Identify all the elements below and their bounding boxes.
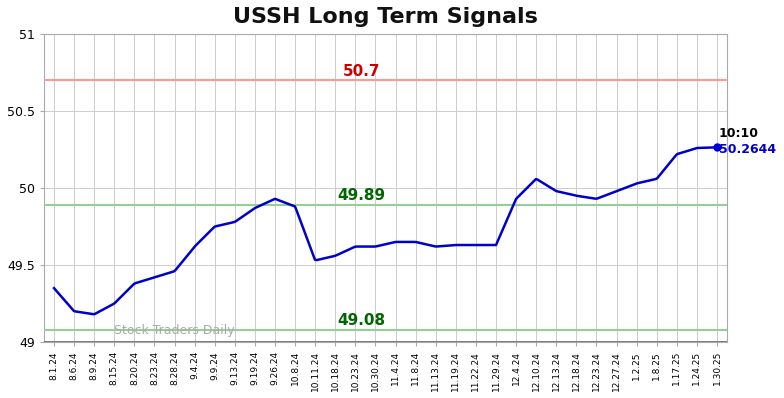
Title: USSH Long Term Signals: USSH Long Term Signals: [233, 7, 538, 27]
Text: 49.89: 49.89: [337, 188, 386, 203]
Text: Stock Traders Daily: Stock Traders Daily: [114, 324, 235, 338]
Text: 49.08: 49.08: [337, 313, 386, 328]
Text: 10:10: 10:10: [719, 127, 759, 140]
Text: 50.2644: 50.2644: [719, 144, 776, 156]
Text: 50.7: 50.7: [343, 64, 380, 79]
